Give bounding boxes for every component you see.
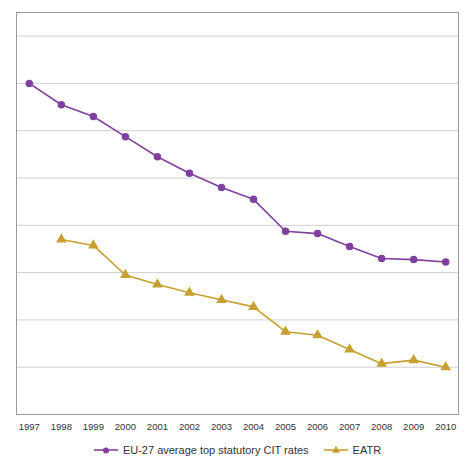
svg-text:2006: 2006 xyxy=(307,421,328,432)
svg-text:2008: 2008 xyxy=(371,421,392,432)
svg-text:2009: 2009 xyxy=(403,421,424,432)
svg-text:1998: 1998 xyxy=(51,421,72,432)
svg-text:2004: 2004 xyxy=(243,421,264,432)
html-text:EATR: EATR xyxy=(352,444,382,456)
svg-text:2000: 2000 xyxy=(115,421,136,432)
svg-text:2001: 2001 xyxy=(147,421,168,432)
svg-text:1997: 1997 xyxy=(19,421,40,432)
svg-text:2002: 2002 xyxy=(179,421,200,432)
html-text:EU-27 average top statutory CI: EU-27 average top statutory CIT rates xyxy=(122,444,309,456)
svg-text:2003: 2003 xyxy=(211,421,232,432)
svg-text:2005: 2005 xyxy=(275,421,296,432)
svg-text:1999: 1999 xyxy=(83,421,104,432)
svg-text:2007: 2007 xyxy=(339,421,360,432)
svg-text:2010: 2010 xyxy=(435,421,456,432)
